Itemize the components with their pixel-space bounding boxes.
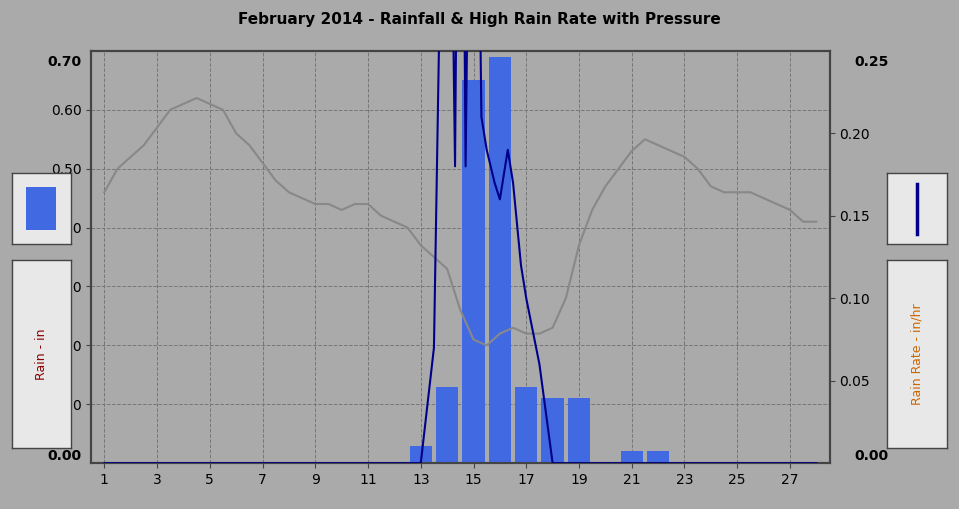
Text: 0.00: 0.00	[48, 448, 82, 463]
Text: 0.25: 0.25	[854, 54, 889, 69]
Bar	[436, 387, 458, 463]
Bar	[489, 57, 511, 463]
Text: 0.00: 0.00	[854, 448, 889, 463]
Bar	[515, 387, 537, 463]
Text: February 2014 - Rainfall & High Rain Rate with Pressure: February 2014 - Rainfall & High Rain Rat…	[238, 12, 721, 26]
Bar	[27, 187, 56, 230]
Text: Rain Rate - in/hr: Rain Rate - in/hr	[910, 303, 924, 405]
Bar	[409, 445, 432, 463]
Text: 0.70: 0.70	[48, 54, 82, 69]
Bar	[568, 399, 590, 463]
Bar	[620, 451, 643, 463]
Bar	[542, 399, 564, 463]
Bar	[462, 80, 484, 463]
Text: Rain - in: Rain - in	[35, 328, 48, 380]
Bar	[647, 451, 669, 463]
